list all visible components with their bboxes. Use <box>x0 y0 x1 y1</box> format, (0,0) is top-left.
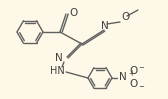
Text: N: N <box>55 53 63 63</box>
Text: N: N <box>101 21 109 31</box>
Text: +: + <box>128 69 134 78</box>
Text: O: O <box>69 8 77 18</box>
Text: O: O <box>121 12 129 22</box>
Text: N: N <box>119 72 127 82</box>
Text: −: − <box>138 65 144 71</box>
Text: O: O <box>129 66 137 76</box>
Text: HN: HN <box>50 66 64 76</box>
Text: O: O <box>129 79 137 89</box>
Text: −: − <box>138 84 144 90</box>
